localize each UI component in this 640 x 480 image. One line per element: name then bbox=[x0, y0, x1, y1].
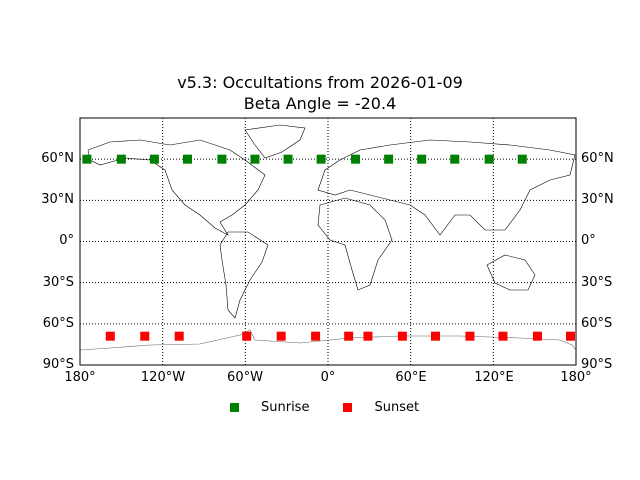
y-label-left: 0° bbox=[59, 233, 74, 248]
y-label-left: 30°N bbox=[41, 192, 74, 207]
legend-label: Sunset bbox=[374, 400, 420, 415]
marker-sunset bbox=[344, 331, 354, 341]
marker-sunrise bbox=[182, 154, 192, 164]
y-label-right: 0° bbox=[581, 233, 596, 248]
chart-title: v5.3: Occultations from 2026-01-09 bbox=[177, 73, 463, 92]
marker-sunset bbox=[105, 331, 115, 341]
marker-sunrise bbox=[250, 154, 260, 164]
legend-item-sunrise: Sunrise bbox=[230, 400, 309, 415]
plot-frame bbox=[79, 117, 577, 366]
continents bbox=[79, 124, 577, 351]
marker-sunrise bbox=[484, 154, 494, 164]
markers bbox=[82, 154, 575, 341]
y-label-left: 60°S bbox=[42, 316, 74, 331]
y-label-left: 90°S bbox=[42, 357, 74, 372]
marker-sunrise bbox=[116, 154, 126, 164]
marker-sunset bbox=[363, 331, 373, 341]
square-marker-icon bbox=[343, 403, 353, 412]
marker-sunset bbox=[140, 331, 150, 341]
marker-sunrise bbox=[384, 154, 394, 164]
marker-sunrise bbox=[450, 154, 460, 164]
marker-sunrise bbox=[82, 154, 92, 164]
marker-sunrise bbox=[517, 154, 527, 164]
chart-subtitle: Beta Angle = -20.4 bbox=[243, 94, 397, 113]
y-label-right: 30°S bbox=[581, 275, 613, 290]
x-label: 180° bbox=[560, 370, 592, 385]
marker-sunset bbox=[430, 331, 440, 341]
x-label: 180° bbox=[64, 370, 96, 385]
x-label: 0° bbox=[320, 370, 336, 385]
marker-sunrise bbox=[149, 154, 159, 164]
marker-sunset bbox=[498, 331, 508, 341]
legend-label: Sunrise bbox=[261, 400, 310, 415]
marker-sunrise bbox=[316, 154, 326, 164]
marker-sunset bbox=[311, 331, 321, 341]
marker-sunrise bbox=[283, 154, 293, 164]
marker-sunset bbox=[242, 331, 252, 341]
square-marker-icon bbox=[230, 403, 239, 412]
y-label-right: 90°S bbox=[581, 357, 613, 372]
marker-sunrise bbox=[351, 154, 361, 164]
grid-lines bbox=[80, 118, 576, 365]
marker-sunset bbox=[565, 331, 575, 341]
y-label-right: 60°N bbox=[581, 151, 614, 166]
x-label: 120°E bbox=[474, 370, 514, 385]
legend: Sunrise Sunset bbox=[230, 400, 447, 415]
y-label-right: 30°N bbox=[581, 192, 614, 207]
marker-sunrise bbox=[217, 154, 227, 164]
x-label: 60°E bbox=[395, 370, 427, 385]
y-label-left: 60°N bbox=[41, 151, 74, 166]
x-label: 60°W bbox=[227, 370, 263, 385]
marker-sunset bbox=[465, 331, 475, 341]
y-label-right: 60°S bbox=[581, 316, 613, 331]
x-label: 120°W bbox=[140, 370, 186, 385]
marker-sunset bbox=[174, 331, 184, 341]
marker-sunrise bbox=[417, 154, 427, 164]
marker-sunset bbox=[276, 331, 286, 341]
y-label-left: 30°S bbox=[42, 275, 74, 290]
legend-item-sunset: Sunset bbox=[343, 400, 419, 415]
marker-sunset bbox=[532, 331, 542, 341]
marker-sunset bbox=[397, 331, 407, 341]
